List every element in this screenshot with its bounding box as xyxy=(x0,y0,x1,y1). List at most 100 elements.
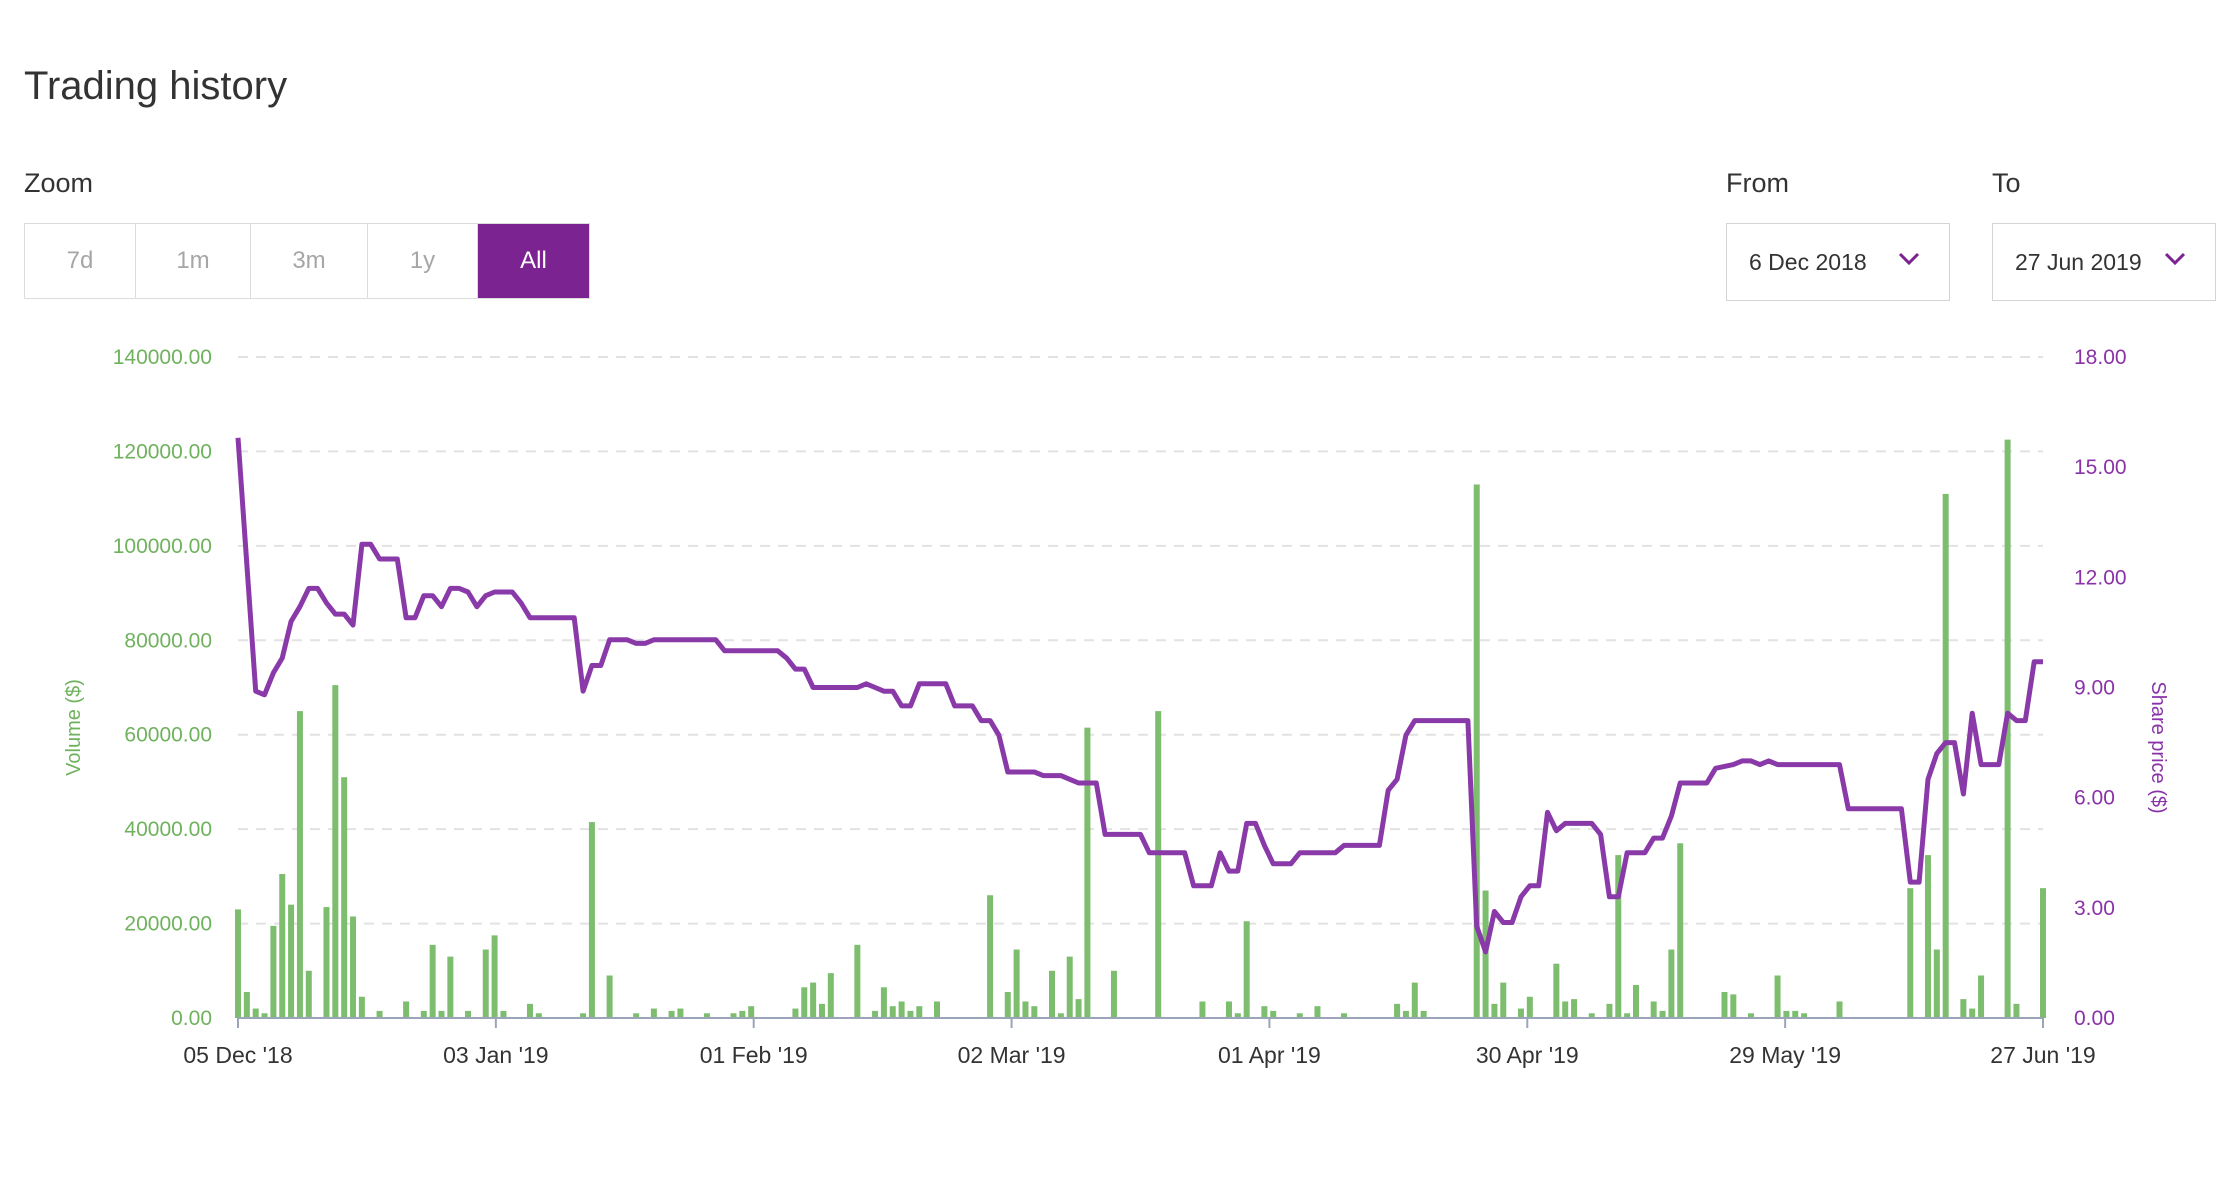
volume-bar xyxy=(358,996,365,1018)
price-tick-label: 12.00 xyxy=(2074,566,2127,589)
volume-bar xyxy=(650,1008,657,1018)
volume-bar xyxy=(1473,484,1480,1018)
volume-bar xyxy=(1022,1001,1029,1018)
volume-bar xyxy=(748,1006,755,1018)
volume-bar xyxy=(987,895,994,1018)
volume-bar xyxy=(1004,992,1011,1018)
volume-tick-label: 100000.00 xyxy=(113,535,212,558)
volume-bar xyxy=(1748,1013,1755,1018)
volume-bar xyxy=(854,944,861,1018)
volume-bar xyxy=(1075,999,1082,1018)
volume-bar xyxy=(403,1001,410,1018)
zoom-all-button[interactable]: All xyxy=(478,224,589,298)
date-tick-label: 29 May '19 xyxy=(1729,1042,1841,1068)
volume-bar xyxy=(500,1010,507,1018)
page-title: Trading history xyxy=(24,64,288,108)
share-price-line xyxy=(235,437,2043,955)
volume-bar xyxy=(1978,975,1985,1018)
volume-bar xyxy=(235,909,241,1018)
volume-bar xyxy=(279,873,286,1018)
volume-bar xyxy=(261,1013,268,1018)
date-tick-label: 30 Apr '19 xyxy=(1476,1042,1579,1068)
volume-bar xyxy=(376,1010,383,1018)
volume-bar xyxy=(606,975,613,1018)
volume-bar xyxy=(1632,984,1639,1018)
from-date-select[interactable]: 6 Dec 2018 xyxy=(1726,223,1950,301)
zoom-7d-button[interactable]: 7d xyxy=(25,224,136,298)
date-axis-ticks: 05 Dec '18 03 Jan '19 01 Feb '19 02 Mar '19… xyxy=(183,1018,2096,1068)
volume-bar xyxy=(420,1010,427,1018)
volume-bar xyxy=(288,904,295,1018)
volume-bar xyxy=(1933,949,1940,1018)
volume-bar xyxy=(465,1010,472,1018)
volume-bar xyxy=(1394,1003,1401,1018)
price-tick-label: 0.00 xyxy=(2074,1007,2115,1030)
volume-bar xyxy=(1836,1001,1843,1018)
volume-bar xyxy=(1270,1010,1277,1018)
volume-bar xyxy=(1199,1001,1206,1018)
volume-bar xyxy=(2004,439,2011,1018)
volume-bar xyxy=(668,1010,675,1018)
volume-bar xyxy=(1960,999,1967,1018)
volume-bar xyxy=(1969,1008,1976,1018)
volume-bar xyxy=(818,1003,825,1018)
zoom-3m-button[interactable]: 3m xyxy=(251,224,368,298)
volume-bar xyxy=(1606,1003,1613,1018)
volume-bar xyxy=(1314,1006,1321,1018)
volume-bar xyxy=(270,925,277,1018)
volume-bar xyxy=(1491,1003,1498,1018)
volume-bar xyxy=(677,1008,684,1018)
volume-bar xyxy=(332,685,339,1018)
to-date-select[interactable]: 27 Jun 2019 xyxy=(1992,223,2216,301)
volume-bar xyxy=(1668,949,1675,1018)
volume-bar xyxy=(933,1001,940,1018)
volume-bar xyxy=(1659,1010,1666,1018)
volume-tick-label: 40000.00 xyxy=(124,818,212,841)
price-tick-label: 15.00 xyxy=(2074,456,2127,479)
volume-tick-label: 80000.00 xyxy=(124,629,212,652)
trading-history-chart: 0.00 20000.00 40000.00 60000.00 80000.00 1000… xyxy=(63,346,2169,1068)
price-tick-label: 3.00 xyxy=(2074,897,2115,920)
volume-bar xyxy=(296,711,303,1018)
volume-bar xyxy=(1261,1006,1268,1018)
volume-bar xyxy=(447,956,454,1018)
volume-bar xyxy=(438,1010,445,1018)
volume-bar xyxy=(1110,970,1117,1018)
chevron-down-icon xyxy=(1898,252,1920,266)
volume-bars xyxy=(235,439,2046,1018)
zoom-1y-button[interactable]: 1y xyxy=(368,224,478,298)
volume-tick-label: 120000.00 xyxy=(113,440,212,463)
chart-gridlines xyxy=(238,356,2043,925)
volume-bar xyxy=(1783,1010,1790,1018)
volume-bar xyxy=(801,987,808,1018)
volume-bar xyxy=(1517,1008,1524,1018)
volume-bar xyxy=(703,1013,710,1018)
price-axis-ticks: 0.00 3.00 6.00 9.00 12.00 15.00 18.00 xyxy=(2074,346,2127,1030)
volume-bar xyxy=(1721,992,1728,1018)
volume-bar xyxy=(792,1008,799,1018)
from-date-value: 6 Dec 2018 xyxy=(1749,248,1867,275)
volume-bar xyxy=(482,949,489,1018)
volume-bar xyxy=(889,1006,896,1018)
volume-bar xyxy=(1296,1013,1303,1018)
volume-axis-ticks: 0.00 20000.00 40000.00 60000.00 80000.00 1000… xyxy=(113,346,212,1030)
volume-bar xyxy=(526,1003,533,1018)
volume-bar xyxy=(305,970,312,1018)
volume-tick-label: 20000.00 xyxy=(124,913,212,936)
volume-bar xyxy=(1615,855,1622,1018)
volume-tick-label: 60000.00 xyxy=(124,724,212,747)
volume-bar xyxy=(2040,888,2046,1018)
volume-bar xyxy=(350,916,357,1018)
from-label: From xyxy=(1726,168,1789,198)
zoom-1m-button[interactable]: 1m xyxy=(136,224,251,298)
price-tick-label: 6.00 xyxy=(2074,787,2115,810)
volume-bar xyxy=(1571,999,1578,1018)
volume-bar xyxy=(341,777,348,1018)
zoom-button-group: 7d 1m 3m 1y All xyxy=(24,223,590,299)
volume-bar xyxy=(898,1001,905,1018)
volume-bar xyxy=(633,1013,640,1018)
volume-bar xyxy=(1624,1013,1631,1018)
volume-bar xyxy=(1057,1013,1064,1018)
volume-axis-title: Volume ($) xyxy=(63,679,85,776)
volume-bar xyxy=(1792,1010,1799,1018)
